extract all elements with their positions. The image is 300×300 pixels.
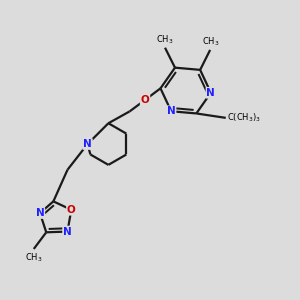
Text: O: O: [67, 205, 76, 215]
Text: N: N: [83, 139, 92, 149]
Text: N: N: [167, 106, 176, 116]
Text: CH$_3$: CH$_3$: [202, 36, 220, 48]
Text: CH$_3$: CH$_3$: [156, 34, 173, 46]
Text: N: N: [36, 208, 44, 218]
Text: N: N: [63, 226, 72, 237]
Text: CH$_3$: CH$_3$: [25, 252, 43, 264]
Text: O: O: [141, 95, 149, 105]
Text: C(CH$_3$)$_3$: C(CH$_3$)$_3$: [227, 112, 261, 124]
Text: N: N: [206, 88, 215, 98]
